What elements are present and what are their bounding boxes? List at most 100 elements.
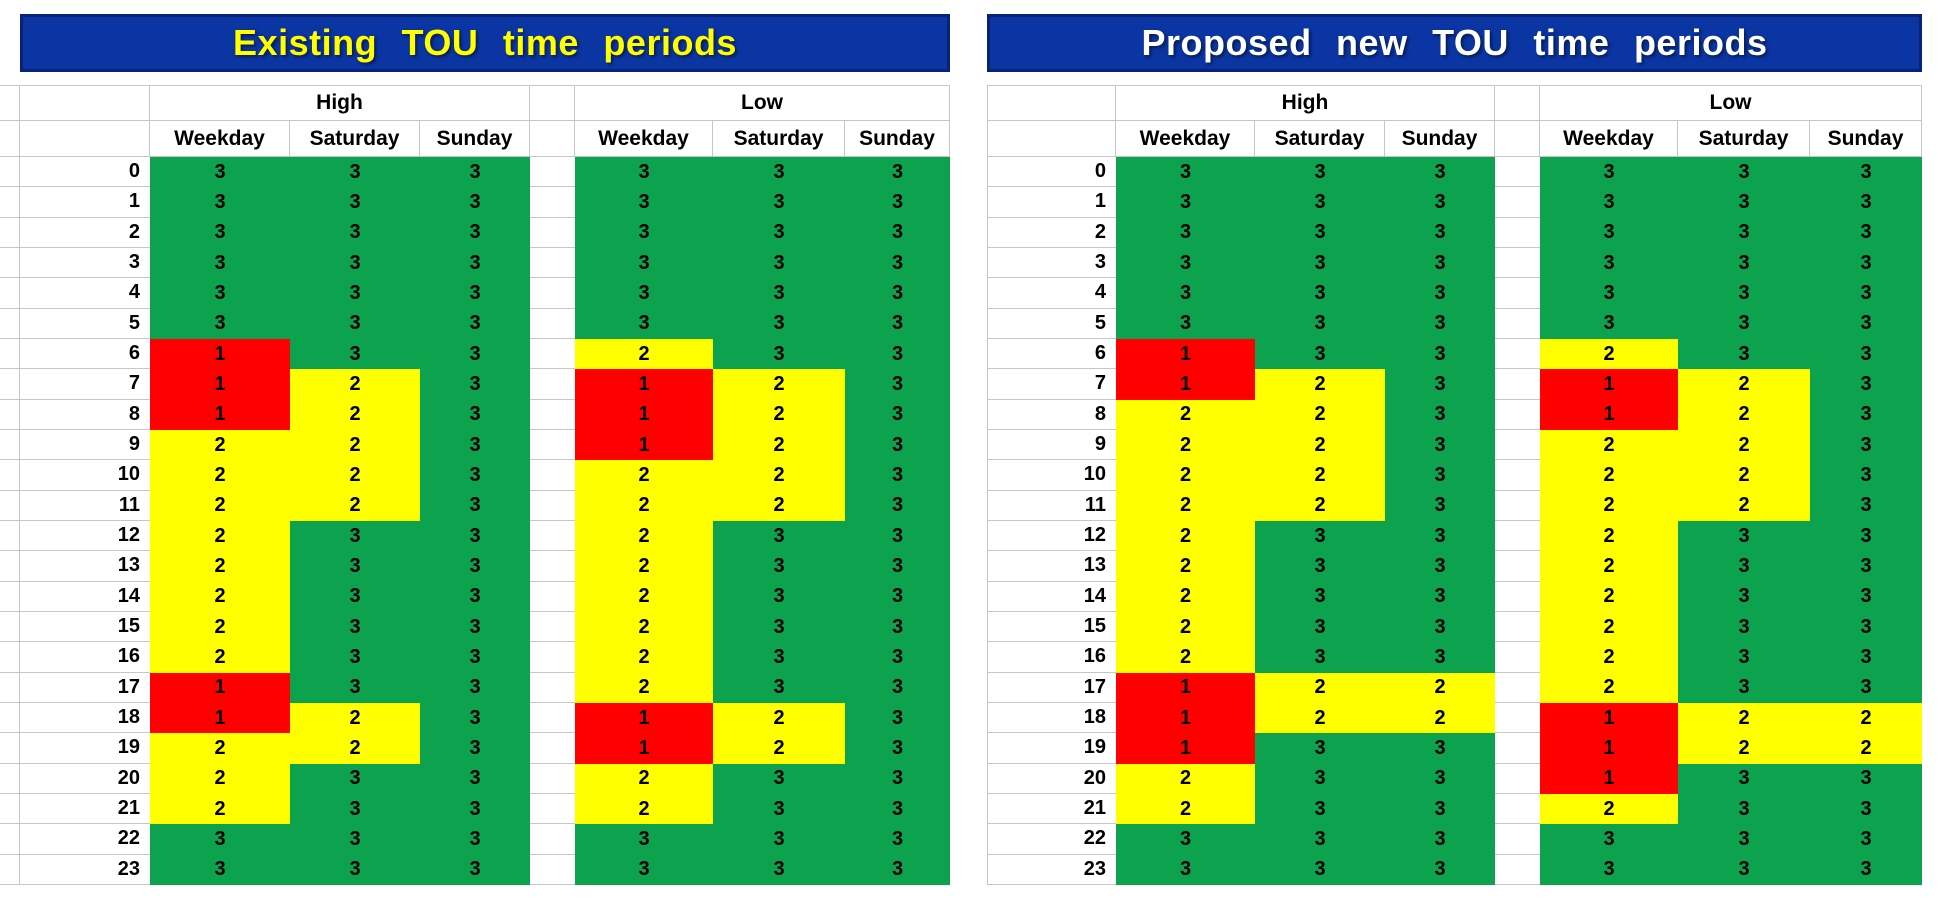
cell-existing-low-sunday-h8: 3 <box>845 399 950 430</box>
cell-existing-high-sunday-h23: 3 <box>420 854 530 885</box>
margin-cell <box>0 520 20 552</box>
cell-proposed-high-sunday-h15: 3 <box>1385 611 1495 643</box>
cell-proposed-high-weekday-h10: 2 <box>1116 460 1255 491</box>
gap-cell <box>1495 763 1540 794</box>
cell-proposed-high-saturday-h12: 3 <box>1255 520 1385 552</box>
cell-proposed-low-saturday-h7: 2 <box>1678 369 1810 400</box>
cell-existing-high-weekday-h20: 2 <box>150 763 290 794</box>
cell-existing-high-saturday-h6: 3 <box>290 338 420 370</box>
cell-proposed-low-sunday-h2: 3 <box>1810 217 1922 248</box>
cell-existing-low-sunday-h12: 3 <box>845 520 950 552</box>
cell-existing-high-weekday-h11: 2 <box>150 490 290 521</box>
cell-existing-low-weekday-h1: 3 <box>575 187 713 218</box>
cell-proposed-low-saturday-h1: 3 <box>1678 187 1810 218</box>
gap-cell <box>1495 217 1540 248</box>
cell-proposed-low-weekday-h11: 2 <box>1540 490 1678 521</box>
cell-proposed-low-sunday-h9: 3 <box>1810 429 1922 461</box>
hour-label: 15 <box>987 611 1116 643</box>
cell-existing-high-sunday-h22: 3 <box>420 824 530 855</box>
cell-existing-high-saturday-h1: 3 <box>290 187 420 218</box>
group-header-low: Low <box>575 85 950 121</box>
cell-proposed-low-weekday-h2: 3 <box>1540 217 1678 248</box>
cell-proposed-high-weekday-h17: 1 <box>1116 672 1255 703</box>
gap-cell <box>1495 581 1540 612</box>
hour-label: 6 <box>987 338 1116 370</box>
cell-proposed-high-weekday-h1: 3 <box>1116 187 1255 218</box>
cell-proposed-low-weekday-h15: 2 <box>1540 611 1678 643</box>
cell-proposed-low-weekday-h20: 1 <box>1540 763 1678 794</box>
gap-cell <box>1495 278 1540 309</box>
hour-label: 22 <box>20 824 150 855</box>
cell-proposed-high-saturday-h1: 3 <box>1255 187 1385 218</box>
gap-cell <box>530 824 575 855</box>
margin-cell <box>0 642 20 673</box>
cell-proposed-low-weekday-h3: 3 <box>1540 247 1678 279</box>
hour-label: 19 <box>20 733 150 764</box>
existing-tou-grid: High Low Weekday Saturday Sunday Weekday Satur… <box>0 85 950 885</box>
cell-proposed-high-weekday-h23: 3 <box>1116 854 1255 885</box>
gap-cell <box>530 429 575 461</box>
hour-label: 8 <box>20 399 150 430</box>
cell-proposed-high-weekday-h6: 1 <box>1116 338 1255 370</box>
cell-existing-high-saturday-h17: 3 <box>290 672 420 703</box>
margin-cell <box>0 187 20 218</box>
cell-proposed-high-saturday-h17: 2 <box>1255 672 1385 703</box>
cell-existing-high-saturday-h16: 3 <box>290 642 420 673</box>
cell-existing-high-saturday-h20: 3 <box>290 763 420 794</box>
margin-cell <box>0 338 20 370</box>
cell-proposed-low-weekday-h7: 1 <box>1540 369 1678 400</box>
cell-existing-low-weekday-h2: 3 <box>575 217 713 248</box>
cell-existing-high-weekday-h7: 1 <box>150 369 290 400</box>
cell-proposed-high-saturday-h19: 3 <box>1255 733 1385 764</box>
cell-existing-high-weekday-h18: 1 <box>150 702 290 734</box>
cell-proposed-low-sunday-h0: 3 <box>1810 157 1922 188</box>
cell-proposed-high-saturday-h23: 3 <box>1255 854 1385 885</box>
cell-proposed-low-saturday-h13: 3 <box>1678 551 1810 582</box>
hour-label: 18 <box>987 702 1116 734</box>
cell-existing-high-weekday-h15: 2 <box>150 611 290 643</box>
cell-proposed-high-weekday-h22: 3 <box>1116 824 1255 855</box>
gap-cell <box>530 338 575 370</box>
cell-proposed-high-saturday-h18: 2 <box>1255 702 1385 734</box>
cell-existing-high-sunday-h8: 3 <box>420 399 530 430</box>
cell-proposed-high-sunday-h9: 3 <box>1385 429 1495 461</box>
col-header-low-weekday: Weekday <box>1540 121 1678 157</box>
gap-cell <box>530 157 575 188</box>
cell-existing-high-sunday-h20: 3 <box>420 763 530 794</box>
cell-existing-low-saturday-h4: 3 <box>713 278 845 309</box>
cell-existing-high-weekday-h3: 3 <box>150 247 290 279</box>
cell-proposed-high-sunday-h5: 3 <box>1385 308 1495 339</box>
proposed-title: Proposed new TOU time periods <box>1141 22 1768 63</box>
cell-existing-low-saturday-h18: 2 <box>713 702 845 734</box>
cell-proposed-high-saturday-h14: 3 <box>1255 581 1385 612</box>
cell-proposed-high-weekday-h3: 3 <box>1116 247 1255 279</box>
group-header-high: High <box>1116 85 1495 121</box>
cell-existing-high-weekday-h2: 3 <box>150 217 290 248</box>
col-header-high-saturday: Saturday <box>1255 121 1385 157</box>
group-header-low: Low <box>1540 85 1922 121</box>
cell-existing-low-sunday-h16: 3 <box>845 642 950 673</box>
gap-cell <box>1495 520 1540 552</box>
cell-existing-low-weekday-h5: 3 <box>575 308 713 339</box>
margin-cell <box>0 733 20 764</box>
cell-existing-low-weekday-h14: 2 <box>575 581 713 612</box>
cell-existing-high-weekday-h14: 2 <box>150 581 290 612</box>
cell-existing-high-saturday-h12: 3 <box>290 520 420 552</box>
margin-cell <box>0 854 20 885</box>
cell-proposed-high-saturday-h13: 3 <box>1255 551 1385 582</box>
cell-proposed-low-weekday-h4: 3 <box>1540 278 1678 309</box>
gap-cell <box>1495 429 1540 461</box>
cell-proposed-low-saturday-h11: 2 <box>1678 490 1810 521</box>
cell-proposed-high-sunday-h2: 3 <box>1385 217 1495 248</box>
hour-label: 9 <box>987 429 1116 461</box>
hour-label: 5 <box>20 308 150 339</box>
cell-proposed-low-saturday-h18: 2 <box>1678 702 1810 734</box>
cell-existing-high-sunday-h3: 3 <box>420 247 530 279</box>
cell-existing-high-saturday-h7: 2 <box>290 369 420 400</box>
cell-existing-low-weekday-h11: 2 <box>575 490 713 521</box>
gap-cell <box>1495 187 1540 218</box>
cell-existing-high-sunday-h11: 3 <box>420 490 530 521</box>
cell-proposed-low-saturday-h23: 3 <box>1678 854 1810 885</box>
cell-proposed-high-sunday-h10: 3 <box>1385 460 1495 491</box>
gap-cell <box>1495 369 1540 400</box>
